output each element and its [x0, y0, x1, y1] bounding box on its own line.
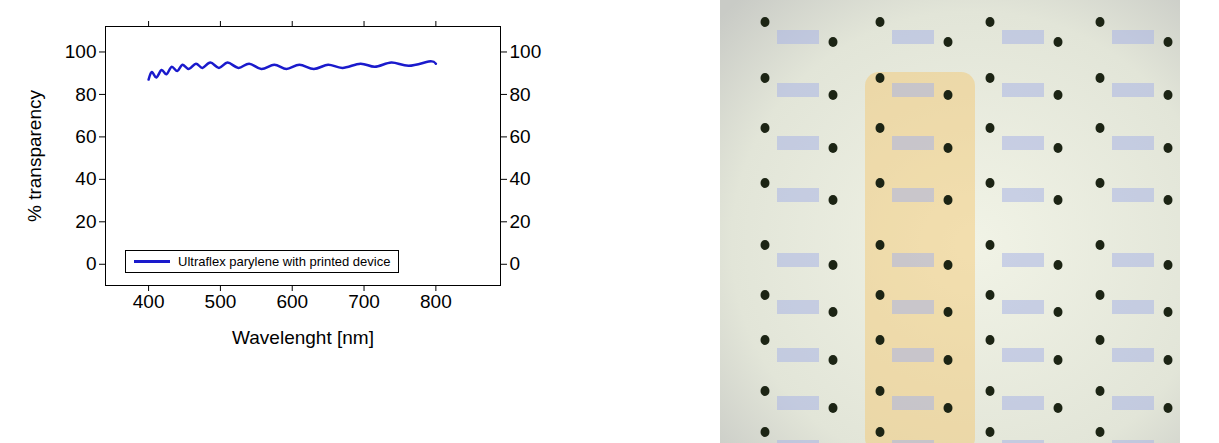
svg-text:40: 40 — [75, 168, 96, 189]
svg-text:100: 100 — [65, 41, 97, 62]
svg-text:80: 80 — [75, 84, 96, 105]
svg-text:400: 400 — [133, 291, 165, 312]
svg-text:Wavelenght [nm]: Wavelenght [nm] — [232, 327, 374, 348]
svg-text:500: 500 — [205, 291, 237, 312]
svg-text:40: 40 — [510, 168, 531, 189]
svg-text:600: 600 — [276, 291, 308, 312]
svg-text:700: 700 — [348, 291, 380, 312]
svg-text:0: 0 — [86, 253, 97, 274]
html-text:Ultraflex parylene with printe: Ultraflex parylene with printed device — [178, 254, 391, 269]
svg-text:80: 80 — [510, 84, 531, 105]
svg-text:20: 20 — [510, 211, 531, 232]
svg-text:60: 60 — [75, 126, 96, 147]
svg-text:100: 100 — [510, 41, 542, 62]
svg-text:% transparency: % transparency — [24, 90, 45, 223]
svg-text:60: 60 — [510, 126, 531, 147]
svg-text:20: 20 — [75, 211, 96, 232]
svg-text:0: 0 — [510, 253, 521, 274]
svg-text:800: 800 — [420, 291, 452, 312]
